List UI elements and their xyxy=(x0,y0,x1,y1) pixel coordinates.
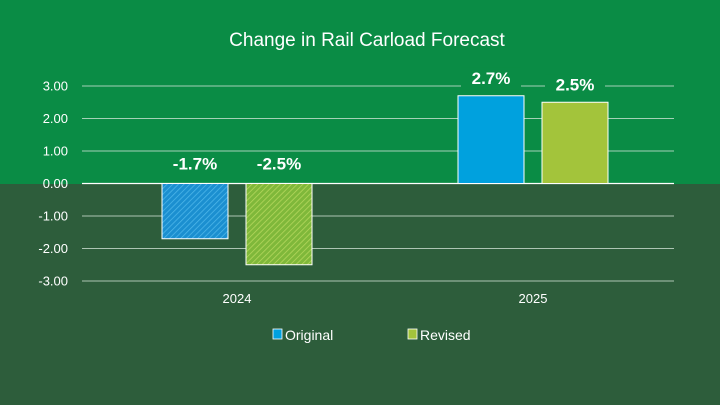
data-label-background xyxy=(249,153,309,176)
data-labels: -1.7% -2.5% 2.7% 2.5% xyxy=(165,67,605,176)
data-label-original-2024: -1.7% xyxy=(173,155,217,174)
y-tick-label: -2.00 xyxy=(38,241,68,256)
legend: Original Revised xyxy=(272,327,471,343)
y-tick-label: 3.00 xyxy=(43,79,68,94)
y-tick-label: -3.00 xyxy=(38,274,68,289)
y-tick-label: 1.00 xyxy=(43,144,68,159)
data-label-revised-2024: -2.5% xyxy=(257,155,301,174)
data-label-original-2025: 2.7% xyxy=(472,69,511,88)
bar-revised-2024 xyxy=(245,183,313,266)
x-axis: 2024 2025 xyxy=(223,291,548,306)
legend-swatch-original xyxy=(272,328,283,340)
bar-revised-2025 xyxy=(541,101,609,184)
legend-label-original: Original xyxy=(285,327,333,343)
y-tick-label: -1.00 xyxy=(38,209,68,224)
bar-original-2024 xyxy=(161,183,229,240)
bars xyxy=(161,95,609,266)
y-axis: 3.00 2.00 1.00 0.00 -1.00 -2.00 -3.00 xyxy=(38,79,68,289)
data-label-background xyxy=(461,67,521,90)
y-tick-label: 2.00 xyxy=(43,111,68,126)
legend-swatch-revised xyxy=(407,328,418,340)
y-tick-label: 0.00 xyxy=(43,176,68,191)
x-category-label: 2024 xyxy=(223,291,252,306)
background-lower xyxy=(0,184,720,405)
chart-title: Change in Rail Carload Forecast xyxy=(229,30,505,51)
x-category-label: 2025 xyxy=(519,291,548,306)
data-label-background xyxy=(545,74,605,97)
legend-label-revised: Revised xyxy=(420,327,471,343)
data-label-background xyxy=(165,153,225,176)
bar-original-2025 xyxy=(457,95,525,184)
data-label-revised-2025: 2.5% xyxy=(556,75,595,94)
